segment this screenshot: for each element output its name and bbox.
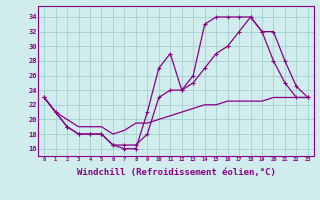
X-axis label: Windchill (Refroidissement éolien,°C): Windchill (Refroidissement éolien,°C) (76, 168, 276, 177)
